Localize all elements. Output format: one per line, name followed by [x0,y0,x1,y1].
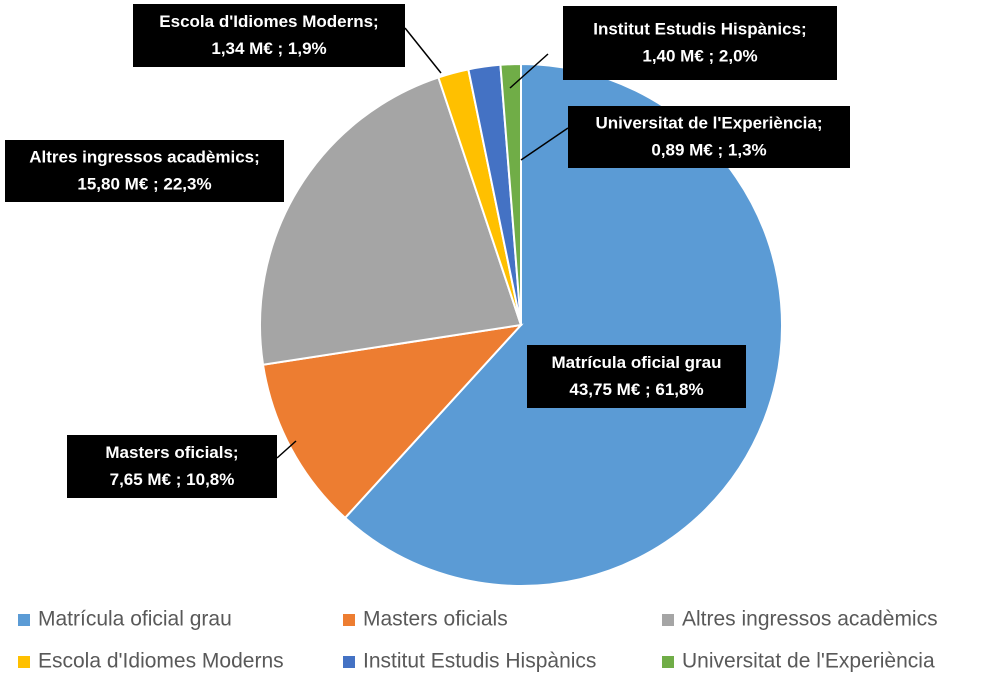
legend-swatch [343,656,355,668]
data-label-name: Institut Estudis Hispànics; [593,19,806,38]
legend-label: Altres ingressos acadèmics [682,608,938,631]
label-box [67,435,277,498]
label-box [568,106,850,168]
legend-label: Universitat de l'Experiència [682,650,935,673]
label-box [563,6,837,80]
data-label-name: Masters oficials; [105,443,238,462]
data-label-name: Altres ingressos acadèmics; [29,147,260,166]
leader-line [509,53,549,89]
legend-swatch [18,614,30,626]
data-label-name: Escola d'Idiomes Moderns; [159,12,378,31]
leader-line [404,27,442,74]
data-label-value: 1,40 M€ ; 2,0% [642,46,757,65]
legend-label: Matrícula oficial grau [38,608,232,631]
legend-swatch [662,656,674,668]
leader-line [276,440,297,459]
data-label-value: 15,80 M€ ; 22,3% [77,174,211,193]
data-label-name: Matrícula oficial grau [551,353,721,372]
pie-slice [261,323,524,520]
label-box [527,345,746,408]
data-label-name: Universitat de l'Experiència; [595,113,822,132]
legend-swatch [18,656,30,668]
label-box [133,4,405,67]
leader-line [520,127,569,161]
pie-slice [499,62,522,326]
data-label-value: 7,65 M€ ; 10,8% [110,470,235,489]
legend-label: Escola d'Idiomes Moderns [38,650,284,673]
data-label-value: 0,89 M€ ; 1,3% [651,140,766,159]
legend-label: Masters oficials [363,608,508,631]
pie-slice [259,76,523,366]
legend-swatch [343,614,355,626]
data-label-value: 1,34 M€ ; 1,9% [211,39,326,58]
legend-label: Institut Estudis Hispànics [363,650,596,673]
label-box [5,140,284,202]
data-label-value: 43,75 M€ ; 61,8% [569,380,703,399]
legend-swatch [662,614,674,626]
